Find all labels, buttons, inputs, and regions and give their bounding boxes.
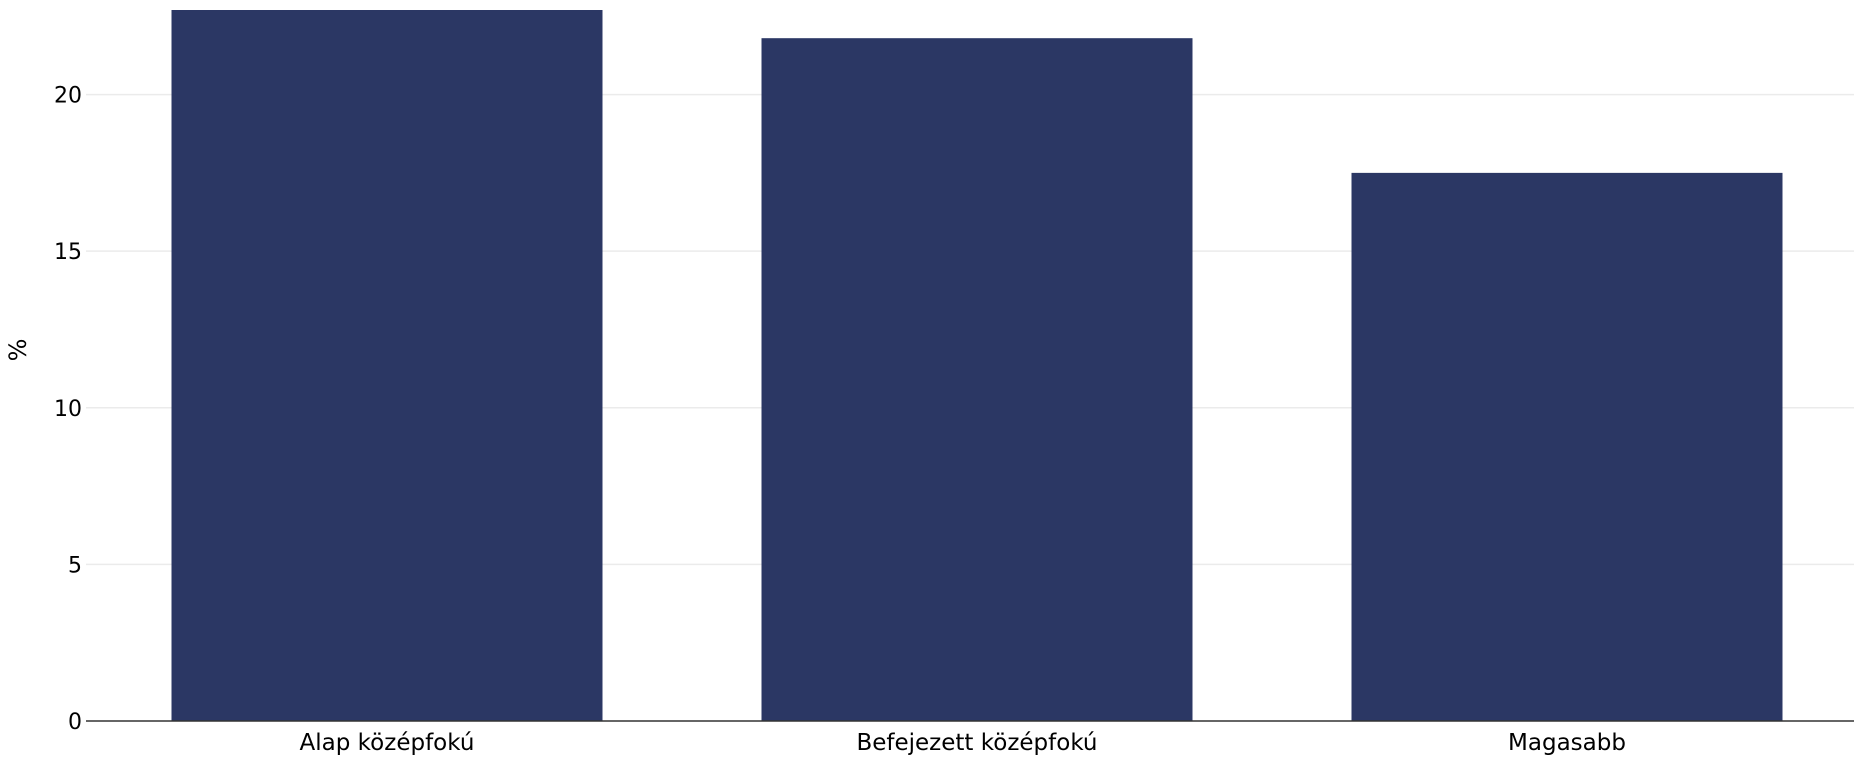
x-tick-label: Befejezett középfokú: [856, 730, 1097, 756]
bar: [171, 10, 603, 721]
y-axis-title: %: [4, 339, 32, 362]
y-tick-label: 5: [68, 553, 82, 578]
y-tick-label: 0: [68, 710, 82, 735]
x-tick-label: Magasabb: [1508, 730, 1626, 756]
y-tick-label: 20: [54, 84, 82, 109]
y-tick-label: 15: [54, 240, 82, 265]
bars: [171, 10, 1783, 721]
bar: [1351, 172, 1783, 721]
y-tick-labels: 0 5 10 15 20: [54, 84, 82, 735]
x-tick-label: Alap középfokú: [300, 730, 475, 756]
x-tick-labels: Alap középfokú Befejezett középfokú Magasa…: [300, 730, 1626, 756]
bar: [761, 38, 1193, 721]
y-tick-label: 10: [54, 397, 82, 422]
